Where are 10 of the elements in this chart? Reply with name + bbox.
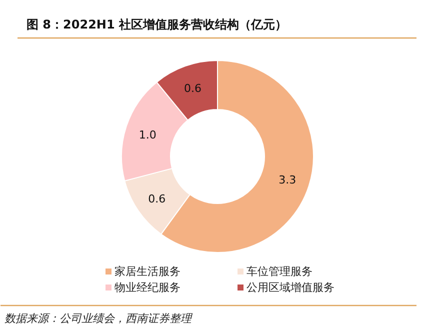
legend-label: 车位管理服务	[246, 265, 312, 278]
data-label: 3.3	[278, 174, 296, 187]
data-label: 0.6	[184, 82, 202, 95]
legend-label: 物业经纪服务	[114, 281, 180, 294]
chart-title: 图 8：2022H1 社区增值服务营收结构（亿元）	[26, 18, 287, 32]
data-label: 0.6	[148, 192, 166, 206]
source-note: 数据来源：公司业绩会，西南证券整理	[4, 312, 194, 325]
legend-label: 家居生活服务	[114, 265, 180, 278]
legend-label: 公用区域增值服务	[246, 281, 334, 294]
data-label: 1.0	[138, 128, 156, 142]
